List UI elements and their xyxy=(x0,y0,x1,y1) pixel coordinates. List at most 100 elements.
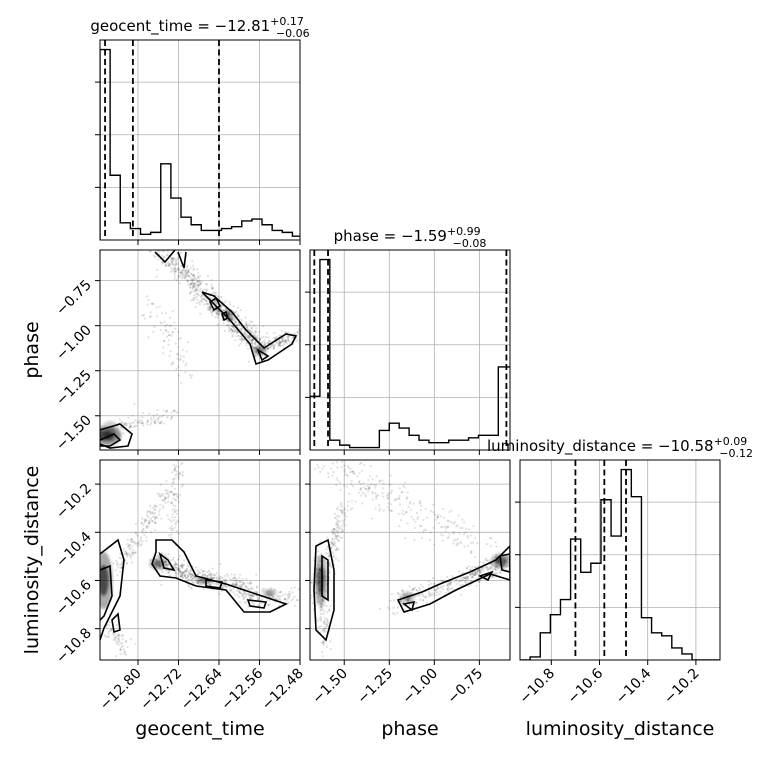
sample-point xyxy=(179,357,182,361)
sample-point xyxy=(173,564,176,567)
sample-point xyxy=(237,585,240,588)
sample-point xyxy=(400,512,404,515)
sample-point xyxy=(413,539,416,542)
sample-point xyxy=(172,493,175,496)
sample-point xyxy=(291,590,294,594)
sample-point xyxy=(287,339,291,342)
sample-point xyxy=(125,552,128,556)
x-tick-label: −12.64 xyxy=(178,665,226,713)
x-tick-label: −12.48 xyxy=(259,666,307,714)
sample-point xyxy=(181,571,184,574)
sample-point xyxy=(170,334,173,337)
sample-point xyxy=(182,355,186,358)
sample-point xyxy=(319,609,322,612)
sample-point xyxy=(331,529,334,533)
sample-point xyxy=(474,572,477,575)
sample-point xyxy=(211,311,214,314)
sample-point xyxy=(192,273,195,277)
sample-point xyxy=(326,624,329,627)
sample-point xyxy=(211,567,214,570)
sample-point xyxy=(152,414,155,417)
sample-point xyxy=(265,335,268,339)
sample-point xyxy=(490,537,493,540)
sample-point xyxy=(390,509,393,512)
sample-point xyxy=(239,591,242,595)
sample-point xyxy=(172,497,175,500)
sample-point xyxy=(329,564,332,567)
sample-point xyxy=(228,586,232,589)
sample-point xyxy=(335,538,339,541)
sample-point xyxy=(202,570,205,573)
sample-point xyxy=(251,329,254,332)
sample-point xyxy=(172,478,175,481)
sample-point xyxy=(240,319,244,322)
sample-point xyxy=(194,286,197,290)
sample-point xyxy=(206,570,209,574)
ylabel-phase: phase xyxy=(21,321,43,378)
sample-point xyxy=(153,421,157,424)
sample-point xyxy=(192,298,195,301)
sample-point xyxy=(228,589,232,592)
sample-point xyxy=(459,527,462,530)
sample-point xyxy=(388,483,392,486)
sample-point xyxy=(179,251,183,254)
sample-point xyxy=(437,593,440,596)
sample-point xyxy=(164,311,167,315)
sample-point xyxy=(141,522,144,525)
sample-point xyxy=(493,567,497,570)
sample-point xyxy=(499,569,502,573)
sample-point xyxy=(262,325,265,328)
sample-point xyxy=(184,576,188,579)
sample-point xyxy=(388,608,391,611)
sample-point xyxy=(213,299,216,303)
sample-point xyxy=(210,573,213,576)
sample-point xyxy=(389,503,393,506)
sample-point xyxy=(129,539,132,542)
sample-point xyxy=(409,501,412,504)
sample-point xyxy=(358,480,361,483)
sample-point xyxy=(389,491,392,495)
sample-point xyxy=(172,556,175,559)
sample-point xyxy=(169,263,172,266)
sample-point xyxy=(401,509,405,512)
sample-point xyxy=(416,609,419,613)
sample-point xyxy=(152,505,156,508)
sample-point xyxy=(268,340,271,343)
sample-point xyxy=(134,532,138,535)
sample-point xyxy=(266,599,269,602)
sample-point xyxy=(400,589,404,592)
sample-point xyxy=(336,519,339,522)
sample-point xyxy=(177,476,180,479)
y-tick-label: −1.00 xyxy=(53,322,95,364)
sample-point xyxy=(449,581,452,584)
sample-point xyxy=(166,416,169,419)
sample-point xyxy=(402,484,405,488)
sample-point xyxy=(469,568,472,571)
sample-point xyxy=(320,641,323,644)
sample-point xyxy=(126,555,129,558)
sample-point xyxy=(357,491,360,495)
contour-line xyxy=(402,600,416,612)
sample-point xyxy=(282,340,285,344)
sample-point xyxy=(156,244,158,246)
sample-point xyxy=(211,287,214,290)
sample-point xyxy=(177,568,180,571)
sample-point xyxy=(489,566,492,569)
sample-point xyxy=(129,423,132,427)
sample-point xyxy=(172,478,175,481)
sample-point xyxy=(133,425,136,428)
sample-point xyxy=(155,246,157,248)
sample-point xyxy=(282,337,285,340)
sample-point xyxy=(250,326,253,329)
sample-point xyxy=(255,586,258,589)
sample-point xyxy=(232,319,236,322)
sample-point xyxy=(209,308,212,311)
sample-point xyxy=(202,573,205,576)
sample-point xyxy=(341,519,345,522)
sample-point xyxy=(373,484,376,487)
sample-point xyxy=(448,533,451,536)
sample-point xyxy=(281,339,284,342)
sample-point xyxy=(271,595,274,599)
sample-point xyxy=(205,289,208,292)
sample-point xyxy=(233,318,237,321)
